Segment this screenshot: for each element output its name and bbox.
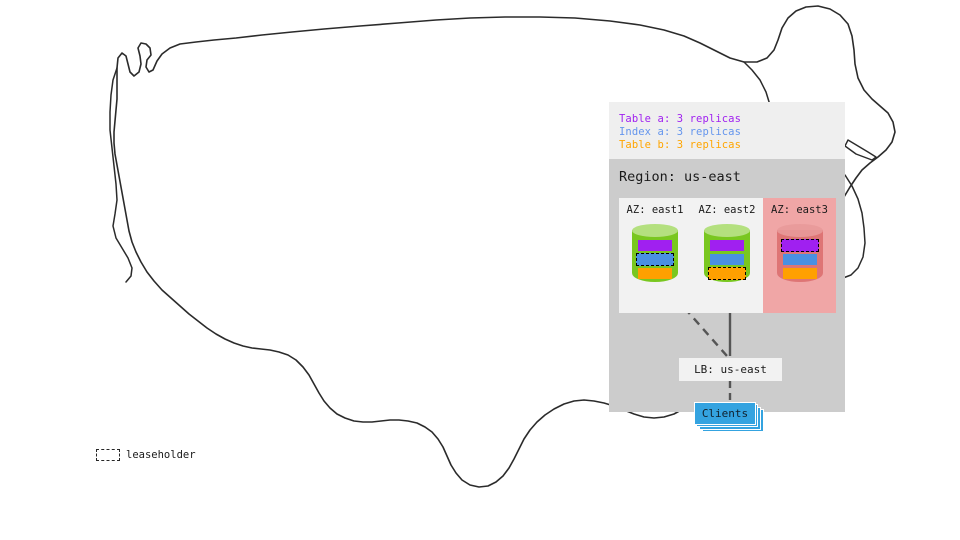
range-index-a-east2 <box>710 254 744 265</box>
cylinder-top <box>776 224 823 237</box>
az-box-east3[interactable]: AZ: east3 <box>763 198 836 313</box>
load-balancer-box[interactable]: LB: us-east <box>679 358 782 381</box>
range-table-b-east2-leaseholder <box>708 267 746 280</box>
az-box-east2[interactable]: AZ: east2 <box>691 198 763 313</box>
replica-legend-line-table-a: Table a: 3 replicas <box>619 113 742 125</box>
cylinder-top <box>704 224 750 237</box>
az-label-east1: AZ: east1 <box>626 204 684 216</box>
clients-stack[interactable]: Clients <box>694 402 764 432</box>
leaseholder-key-label: leaseholder <box>126 449 196 461</box>
az-label-east2: AZ: east2 <box>698 204 756 216</box>
long-island-detail <box>844 139 877 161</box>
range-table-b-east3 <box>782 268 817 279</box>
availability-zone-row: AZ: east1 AZ: east2 <box>619 198 836 313</box>
cylinder-top <box>632 224 678 237</box>
range-table-a-east1 <box>638 240 672 251</box>
region-title: Region: us-east <box>619 169 741 185</box>
range-table-a-east2 <box>710 240 744 251</box>
florida-detail <box>842 174 866 279</box>
replica-legend-line-index-a: Index a: 3 replicas <box>619 126 742 138</box>
range-table-b-east1 <box>638 268 672 279</box>
region-panel-us-east: Region: us-east AZ: east1 <box>609 159 845 432</box>
range-table-a-east3-leaseholder <box>780 239 819 252</box>
node-cylinder-east1[interactable] <box>632 224 678 288</box>
node-cylinder-east2[interactable] <box>704 224 750 288</box>
az-label-east3: AZ: east3 <box>771 204 828 216</box>
architecture-diagram: Table a: 3 replicas Index a: 3 replicas … <box>609 102 845 432</box>
replica-legend: Table a: 3 replicas Index a: 3 replicas … <box>609 102 845 159</box>
range-index-a-east3 <box>782 254 817 265</box>
node-cylinder-east3[interactable] <box>776 224 823 288</box>
range-index-a-east1-leaseholder <box>636 253 674 266</box>
az-box-east1[interactable]: AZ: east1 <box>619 198 691 313</box>
replica-legend-line-table-b: Table b: 3 replicas <box>619 139 742 151</box>
load-balancer-label: LB: us-east <box>694 363 767 376</box>
west-coast-detail <box>109 67 133 283</box>
clients-box[interactable]: Clients <box>694 402 756 425</box>
leaseholder-swatch-icon <box>96 449 120 461</box>
leaseholder-key: leaseholder <box>96 449 196 461</box>
clients-label: Clients <box>701 407 749 420</box>
